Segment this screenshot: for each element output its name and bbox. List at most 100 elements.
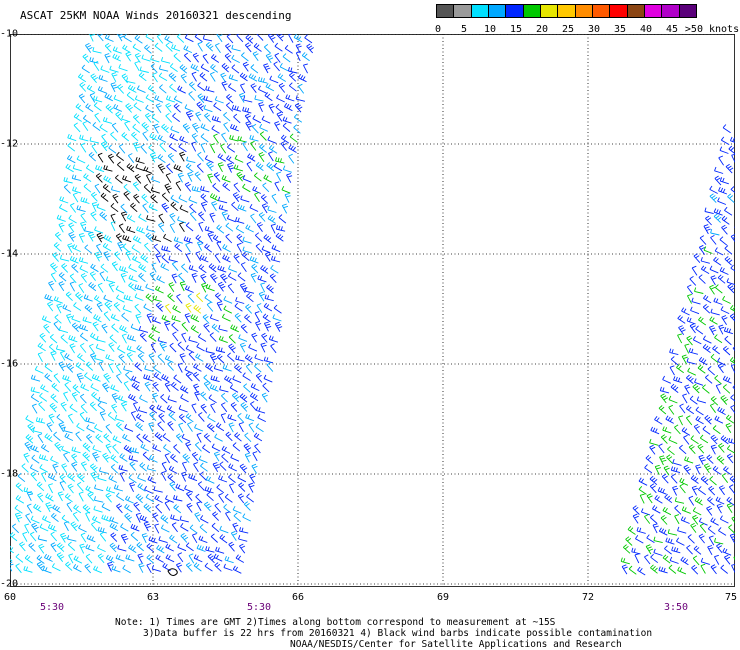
wind-barb (680, 516, 690, 524)
wind-barb (644, 554, 651, 565)
wind-barb (82, 53, 90, 64)
wind-barb (173, 52, 181, 63)
wind-barb (246, 161, 253, 172)
wind-barb (103, 175, 112, 184)
wind-barb (93, 60, 100, 71)
wind-barb (645, 454, 654, 465)
wind-barb (137, 406, 148, 414)
wind-barb (90, 211, 97, 222)
wind-barb (147, 85, 156, 94)
wind-barb (88, 281, 97, 292)
wind-barb (122, 234, 132, 243)
wind-barb (68, 335, 78, 343)
wind-barb (728, 524, 735, 534)
wind-barb (39, 392, 48, 402)
wind-barb (724, 554, 731, 565)
wind-barb (181, 321, 189, 332)
wind-barb (710, 434, 719, 445)
wind-barb (726, 453, 734, 464)
wind-barb (45, 502, 53, 513)
wind-barb (222, 254, 231, 263)
wind-barb (78, 324, 89, 332)
wind-barb (303, 63, 308, 74)
wind-barb (80, 403, 88, 414)
wind-barb (219, 534, 228, 544)
wind-barb (676, 537, 685, 546)
wind-barb (89, 136, 99, 144)
wind-barb (48, 280, 55, 291)
wind-barb (85, 42, 93, 53)
wind-barb (105, 424, 113, 434)
wind-barb (234, 154, 244, 163)
wind-barb (128, 544, 137, 553)
wind-barb (195, 493, 203, 504)
wind-barb (141, 54, 151, 62)
wind-barb (71, 322, 80, 333)
wind-barb (49, 402, 58, 413)
wind-barb (282, 165, 292, 173)
wind-barb (689, 276, 697, 286)
wind-barb (134, 303, 142, 314)
wind-barb (38, 401, 46, 412)
wind-barb (151, 564, 161, 572)
wind-barb (696, 396, 707, 404)
wind-barb (170, 125, 180, 134)
wind-barb (149, 152, 158, 163)
scale-label: 20 (535, 24, 549, 35)
wind-barb (258, 102, 265, 112)
wind-barb (37, 342, 46, 352)
wind-barb (109, 516, 119, 524)
wind-barb (710, 564, 717, 575)
wind-barb (271, 244, 281, 253)
wind-barb (63, 391, 69, 402)
wind-barb (686, 544, 693, 555)
wind-barb (116, 373, 123, 384)
wind-barb (135, 512, 141, 523)
wind-barb (56, 542, 65, 552)
wind-barb (58, 422, 66, 433)
wind-barb (654, 416, 663, 425)
wind-barb (153, 243, 161, 254)
wind-barb (155, 302, 164, 312)
wind-barb (122, 44, 131, 53)
wind-barb (263, 356, 274, 364)
wind-barb (49, 343, 57, 353)
wind-barb (85, 553, 93, 564)
scale-label: 45 (665, 24, 679, 35)
wind-barb (177, 543, 187, 552)
wind-barb (137, 474, 147, 482)
wind-barb (100, 65, 110, 73)
wind-barb (251, 463, 258, 474)
wind-barb (103, 251, 111, 262)
wind-barb (63, 452, 69, 463)
wind-barb (718, 186, 728, 195)
wind-barb (148, 422, 155, 433)
wind-barb (109, 334, 118, 344)
wind-barb (293, 124, 301, 134)
wind-barb (248, 482, 255, 493)
wind-barb (123, 34, 132, 43)
wind-barb (242, 174, 252, 183)
wind-barb (63, 521, 69, 532)
wind-barb (152, 444, 162, 452)
wind-barb (180, 394, 189, 403)
wind-barb (88, 343, 95, 354)
wind-barb (293, 113, 303, 123)
wind-barb (288, 72, 297, 82)
wind-barb (684, 343, 690, 354)
wind-barb (69, 202, 77, 213)
wind-barb (730, 305, 735, 312)
wind-barb (73, 564, 82, 573)
wind-barb (151, 325, 160, 334)
wind-barb (128, 455, 138, 462)
wind-barb (710, 353, 719, 363)
wind-barb (164, 320, 171, 331)
wind-barb (221, 453, 229, 463)
wind-barb (681, 307, 690, 316)
wind-barb (710, 275, 717, 286)
wind-barb (223, 305, 233, 314)
wind-barb (101, 514, 111, 522)
wind-barb (260, 342, 267, 353)
wind-barb (729, 313, 735, 322)
wind-barb (61, 463, 68, 474)
